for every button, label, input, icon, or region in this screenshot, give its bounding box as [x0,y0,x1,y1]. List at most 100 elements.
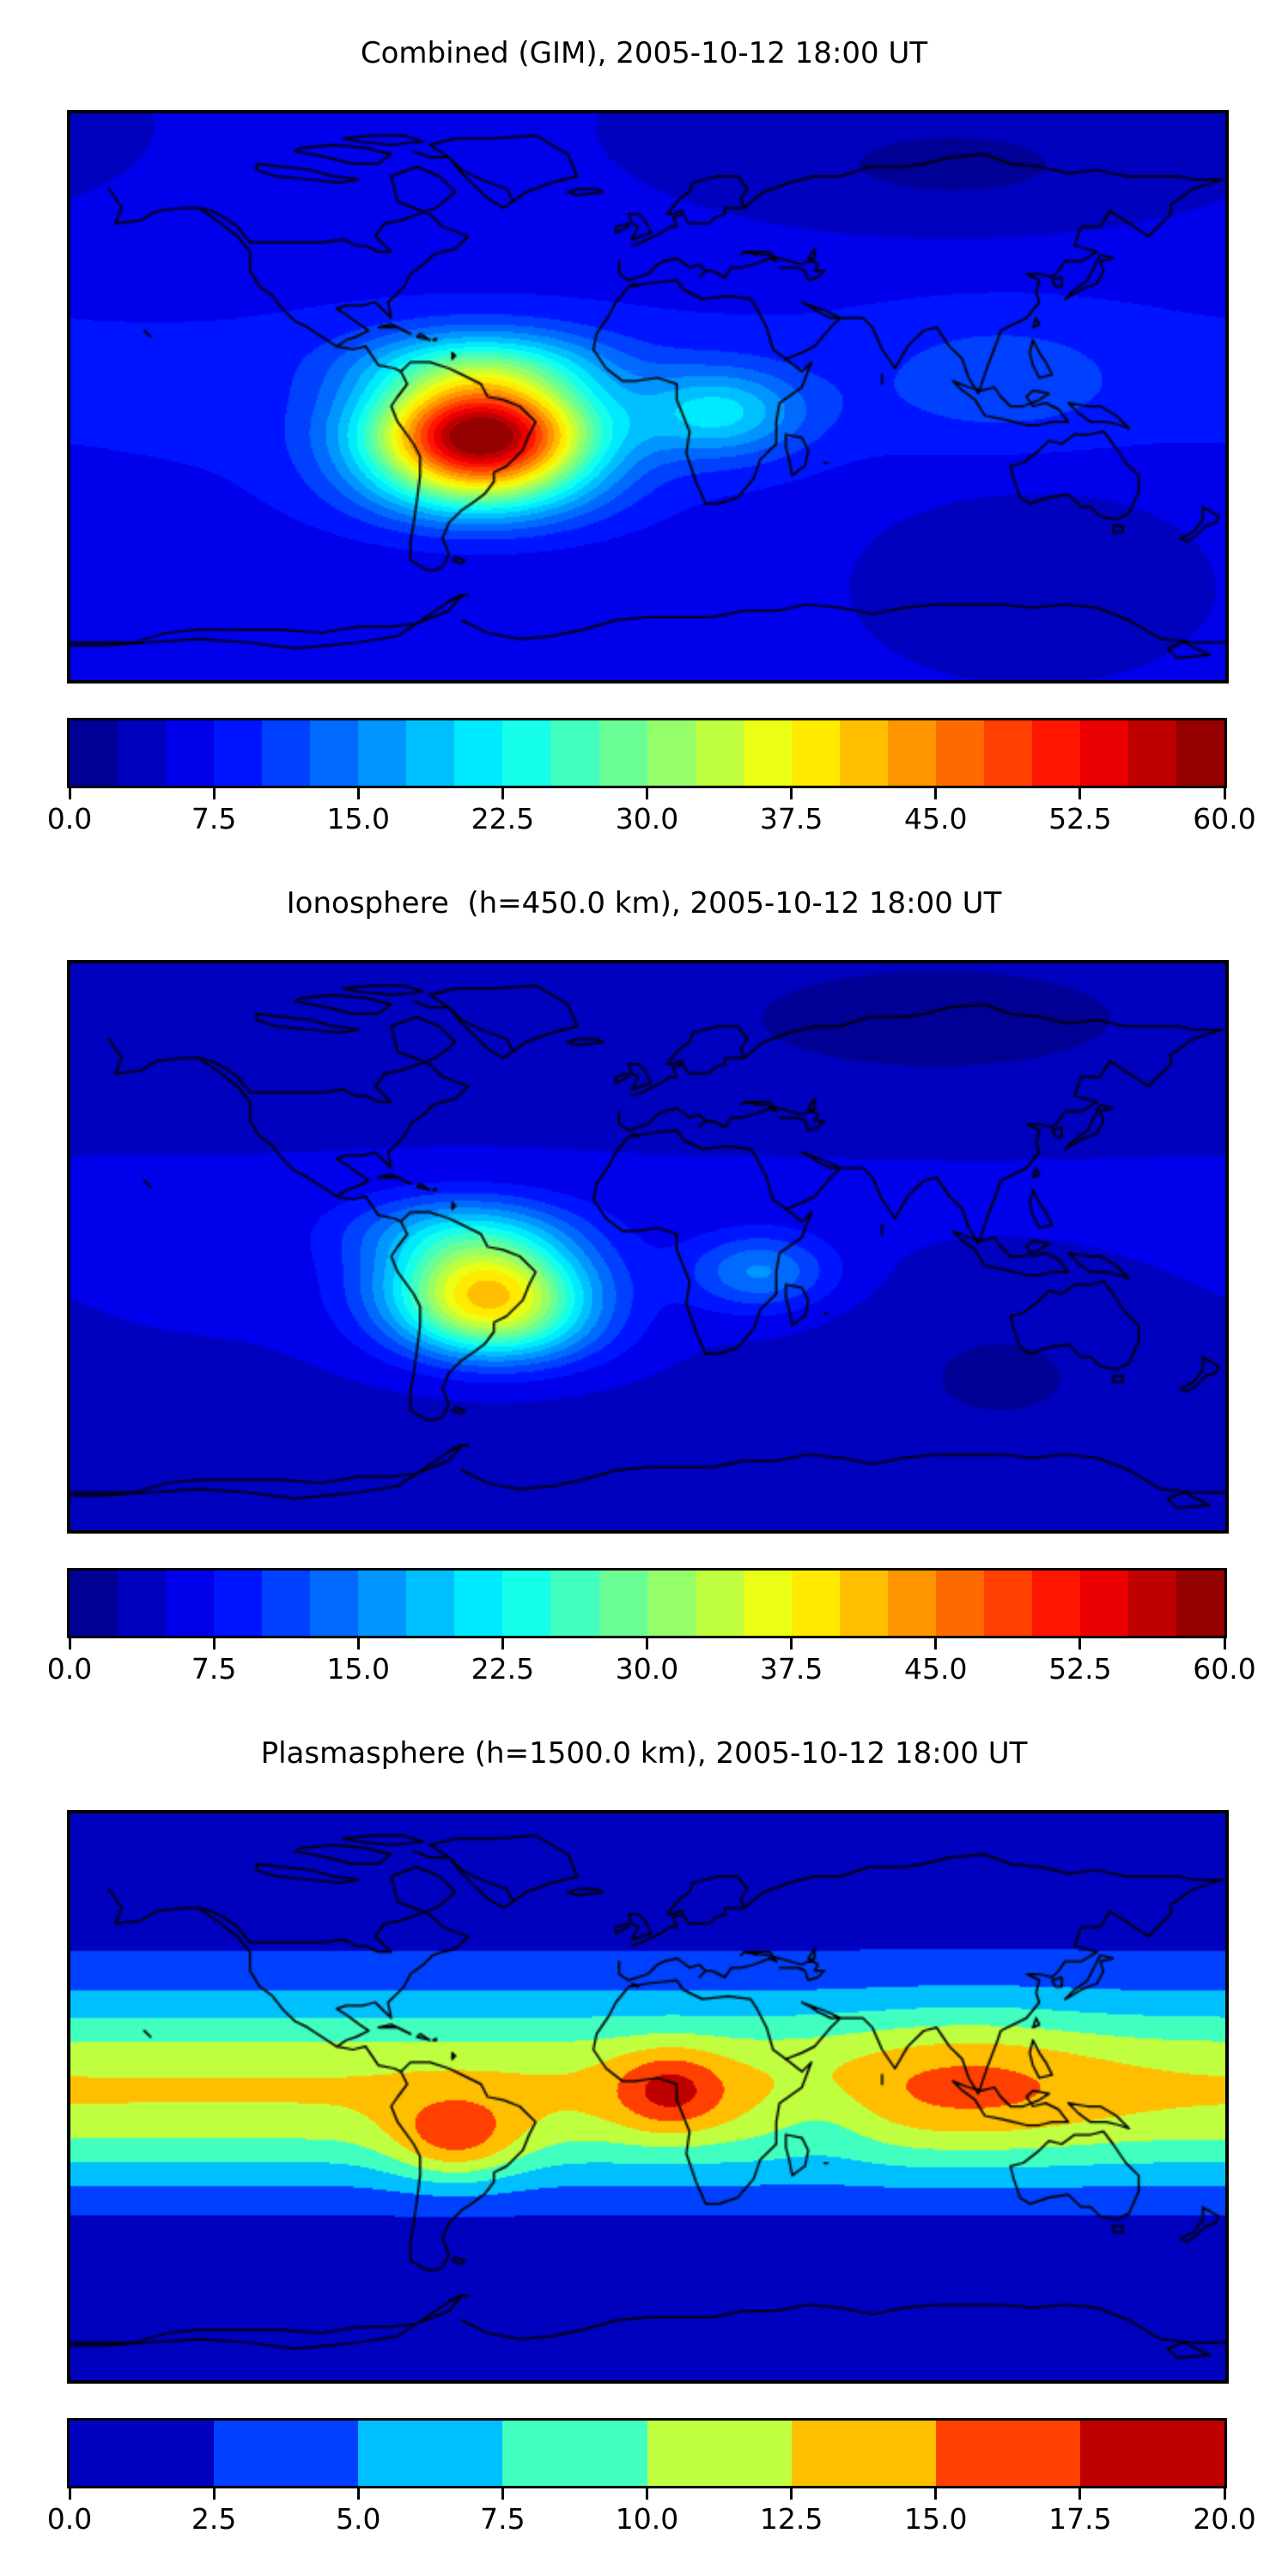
colorbar-segment [743,1571,792,1636]
colorbar-segment [550,720,599,786]
colorbar-tick-label: 60.0 [1193,802,1256,835]
colorbar-tick [68,788,71,799]
colorbar-axis-combined: 0.0 7.5 15.0 22.5 30.0 37.5 45.0 52.5 60.0 [47,788,1256,848]
colorbar-segment [502,1571,551,1636]
map-contour-canvas-ionosphere [70,963,1225,1530]
colorbar-segment [887,720,936,786]
colorbar-tick-label: 52.5 [1048,802,1112,835]
colorbar-tick-label: 45.0 [904,802,968,835]
colorbar-segment [839,1571,888,1636]
colorbar-gradient-combined [67,718,1227,788]
colorbar-segment [647,720,696,786]
colorbar-gradient-ionosphere [67,1568,1227,1638]
colorbar-segment [1128,1571,1177,1636]
colorbar-segment [983,720,1032,786]
colorbar-segment [406,720,455,786]
colorbar-segment [791,2421,936,2486]
colorbar-segment [1176,720,1225,786]
colorbar-tick [68,1638,71,1649]
colorbar-segment [70,2421,215,2486]
colorbar-tick [1223,2488,1226,2500]
colorbar-segment [406,1571,455,1636]
colorbar-tick [790,788,793,799]
colorbar-tick [934,788,938,799]
colorbar-tick [1078,2488,1082,2500]
colorbar-segment [1031,1571,1080,1636]
colorbar-tick [501,788,504,799]
colorbar-segment [839,720,888,786]
colorbar-tick-label: 7.5 [191,802,237,835]
colorbar-segment [598,1571,647,1636]
colorbar-segment [262,720,311,786]
colorbar-segment [1031,720,1080,786]
colorbar-segment [935,720,984,786]
colorbar-segment [1079,720,1129,786]
colorbar-tick-label: 30.0 [615,1652,679,1686]
colorbar-tick [212,1638,216,1649]
colorbar-tick [501,2488,504,2500]
colorbar-axis-ionosphere: 0.0 7.5 15.0 22.5 30.0 37.5 45.0 52.5 60.0 [47,1638,1256,1698]
colorbar-segment [454,1571,503,1636]
map-contour-canvas-plasmasphere [70,1814,1225,2380]
colorbar-segment [214,720,263,786]
colorbar-segment [358,1571,407,1636]
colorbar-tick-label: 60.0 [1193,1652,1256,1686]
colorbar-segment [118,720,167,786]
colorbar-tick [356,788,360,799]
colorbar-tick-label: 15.0 [326,1652,390,1686]
colorbar-tick-label: 7.5 [480,2502,526,2536]
colorbar-segment [454,720,503,786]
colorbar-segment [647,2421,792,2486]
panel-title-plasmasphere: Plasmasphere (h=1500.0 km), 2005-10-12 1… [260,1736,1028,1771]
colorbar-tick-label: 20.0 [1193,2502,1256,2536]
colorbar-tick-label: 30.0 [615,802,679,835]
colorbar-tick [646,2488,648,2500]
colorbar-segment [214,1571,263,1636]
colorbar-segment [166,1571,215,1636]
colorbar-tick-label: 15.0 [904,2502,968,2536]
colorbar-segment [310,1571,359,1636]
colorbar-segment [983,1571,1032,1636]
colorbar-segment [1079,1571,1129,1636]
panel-ionosphere: Ionosphere (h=450.0 km), 2005-10-12 18:0… [0,850,1288,1700]
colorbar-tick [501,1638,504,1649]
colorbar-tick [212,2488,216,2500]
map-ionosphere [67,960,1229,1534]
panel-title-combined: Combined (GIM), 2005-10-12 18:00 UT [360,36,928,70]
colorbar-segment [550,1571,599,1636]
colorbar-tick-label: 12.5 [759,2502,823,2536]
colorbar-tick [356,1638,360,1649]
colorbar-tick [1223,788,1226,799]
colorbar-segment [935,2421,1080,2486]
map-combined-gim [67,110,1229,683]
colorbar-tick-label: 17.5 [1048,2502,1112,2536]
colorbar-segment [791,720,840,786]
colorbar-tick [1078,788,1082,799]
colorbar-tick-label: 0.0 [46,1652,93,1686]
colorbar-tick [934,1638,938,1649]
colorbar-tick [934,2488,938,2500]
colorbar-segment [695,1571,744,1636]
colorbar-tick-label: 52.5 [1048,1652,1112,1686]
colorbar-tick [1078,1638,1082,1649]
colorbar-segment [647,1571,696,1636]
colorbar-gradient-plasmasphere [67,2418,1227,2488]
colorbar-segment [743,720,792,786]
colorbar-segment [935,1571,984,1636]
panel-combined-gim: Combined (GIM), 2005-10-12 18:00 UT 0.0 7… [0,0,1288,850]
map-plasmasphere [67,1810,1229,2384]
colorbar-segment [358,2421,503,2486]
panel-plasmasphere: Plasmasphere (h=1500.0 km), 2005-10-12 1… [0,1700,1288,2576]
colorbar-segment [262,1571,311,1636]
colorbar-segment [166,720,215,786]
colorbar-axis-plasmasphere: 0.0 2.5 5.0 7.5 10.0 12.5 15.0 17.5 20.0 [47,2488,1256,2549]
map-contour-canvas-combined [70,113,1225,680]
colorbar-tick-label: 45.0 [904,1652,968,1686]
colorbar-segment [791,1571,840,1636]
colorbar-tick-label: 22.5 [471,802,535,835]
colorbar-tick-label: 7.5 [191,1652,237,1686]
colorbar-segment [502,720,551,786]
colorbar-tick [1223,1638,1226,1649]
colorbar-segment [310,720,359,786]
